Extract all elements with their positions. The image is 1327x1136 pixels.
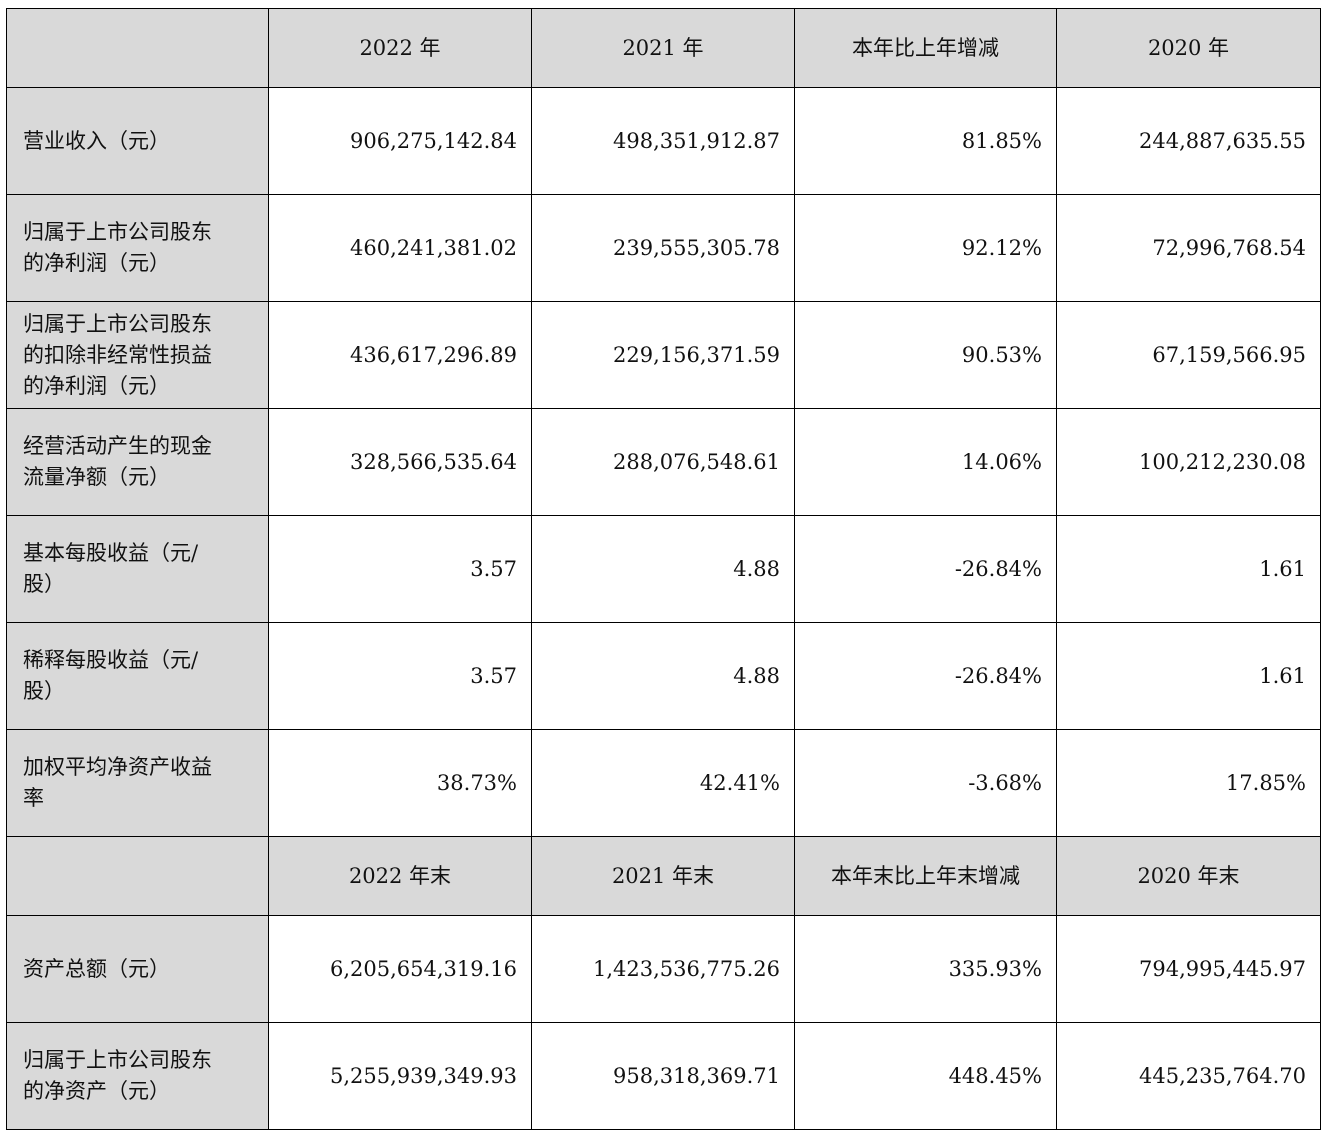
value-2022: 6,205,654,319.16 [268,915,532,1023]
value-change: 335.93% [794,915,1057,1023]
row-label: 归属于上市公司股东 的扣除非经常性损益 的净利润（元） [6,301,269,409]
table-row-net-profit: 归属于上市公司股东 的净利润（元） 460,241,381.02 239,555,… [6,194,1321,302]
value-2022: 460,241,381.02 [268,194,532,302]
value-change: 14.06% [794,408,1057,516]
value-change: -26.84% [794,622,1057,730]
table-row-total-assets: 资产总额（元） 6,205,654,319.16 1,423,536,775.2… [6,915,1321,1023]
table-row-roe: 加权平均净资产收益率 38.73% 42.41% -3.68% 17.85% [6,729,1321,837]
value-change: 92.12% [794,194,1057,302]
row-label: 归属于上市公司股东 的净资产（元） [6,1022,269,1130]
value-2021: 4.88 [531,515,795,623]
value-2020: 1.61 [1056,515,1321,623]
value-2021: 1,423,536,775.26 [531,915,795,1023]
value-2021: 288,076,548.61 [531,408,795,516]
value-change: -26.84% [794,515,1057,623]
value-2020: 244,887,635.55 [1056,87,1321,195]
row-label: 营业收入（元） [6,87,269,195]
header-2021: 2021 年 [531,8,795,88]
header-corner-cell [6,8,269,88]
table-row-diluted-eps: 稀释每股收益（元/股） 3.57 4.88 -26.84% 1.61 [6,622,1321,730]
financial-table: 2022 年 2021 年 本年比上年增减 2020 年 营业收入（元） 906… [6,8,1321,1130]
row-label: 基本每股收益（元/股） [6,515,269,623]
value-2020: 72,996,768.54 [1056,194,1321,302]
table-row-net-assets: 归属于上市公司股东 的净资产（元） 5,255,939,349.93 958,31… [6,1022,1321,1130]
value-2022: 38.73% [268,729,532,837]
value-change: 448.45% [794,1022,1057,1130]
value-2020: 445,235,764.70 [1056,1022,1321,1130]
header-2022: 2022 年 [268,8,532,88]
header-2020: 2020 年 [1056,8,1321,88]
table-row-basic-eps: 基本每股收益（元/股） 3.57 4.88 -26.84% 1.61 [6,515,1321,623]
value-2022: 436,617,296.89 [268,301,532,409]
financial-summary: 2022 年 2021 年 本年比上年增减 2020 年 营业收入（元） 906… [6,8,1321,1130]
value-2020: 67,159,566.95 [1056,301,1321,409]
value-2020: 100,212,230.08 [1056,408,1321,516]
value-change: 81.85% [794,87,1057,195]
value-2022: 328,566,535.64 [268,408,532,516]
value-2022: 3.57 [268,515,532,623]
header-change: 本年比上年增减 [794,8,1057,88]
value-2020: 1.61 [1056,622,1321,730]
header-row-year-end: 2022 年末 2021 年末 本年末比上年末增减 2020 年末 [6,836,1321,916]
value-2021: 958,318,369.71 [531,1022,795,1130]
row-label: 加权平均净资产收益率 [6,729,269,837]
header-2020-end: 2020 年末 [1056,836,1321,916]
table-row-revenue: 营业收入（元） 906,275,142.84 498,351,912.87 81… [6,87,1321,195]
value-2020: 17.85% [1056,729,1321,837]
value-2021: 42.41% [531,729,795,837]
header-2021-end: 2021 年末 [531,836,795,916]
value-2021: 498,351,912.87 [531,87,795,195]
value-change: -3.68% [794,729,1057,837]
value-2021: 239,555,305.78 [531,194,795,302]
header-corner-cell [6,836,269,916]
value-2022: 906,275,142.84 [268,87,532,195]
row-label: 稀释每股收益（元/股） [6,622,269,730]
value-2022: 5,255,939,349.93 [268,1022,532,1130]
value-2021: 229,156,371.59 [531,301,795,409]
value-2021: 4.88 [531,622,795,730]
row-label: 资产总额（元） [6,915,269,1023]
header-row-annual: 2022 年 2021 年 本年比上年增减 2020 年 [6,8,1321,88]
row-label: 归属于上市公司股东 的净利润（元） [6,194,269,302]
row-label: 经营活动产生的现金 流量净额（元） [6,408,269,516]
value-2020: 794,995,445.97 [1056,915,1321,1023]
value-change: 90.53% [794,301,1057,409]
table-row-net-profit-deducted: 归属于上市公司股东 的扣除非经常性损益 的净利润（元） 436,617,296.89… [6,301,1321,409]
header-change-end: 本年末比上年末增减 [794,836,1057,916]
table-row-operating-cashflow: 经营活动产生的现金 流量净额（元） 328,566,535.64 288,076,… [6,408,1321,516]
header-2022-end: 2022 年末 [268,836,532,916]
value-2022: 3.57 [268,622,532,730]
